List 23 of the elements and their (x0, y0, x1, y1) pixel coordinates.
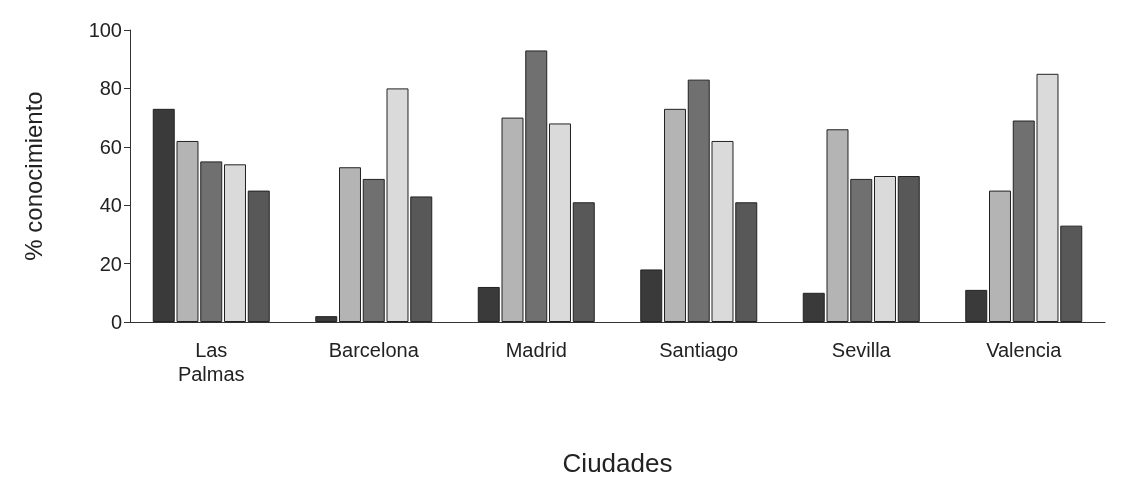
y-tick-label: 0 (110, 311, 122, 333)
x-tick-label: Las Palmas (177, 339, 245, 385)
x-axis-title: Ciudades (562, 448, 673, 478)
y-axis-title: % conocimiento (19, 91, 47, 261)
bar (339, 167, 361, 322)
y-tick-label: 80 (99, 77, 122, 100)
x-tick-label: Santiago (659, 339, 739, 361)
bar (664, 108, 686, 322)
y-tick-label: 60 (99, 135, 122, 158)
y-tick-label: 100 (88, 19, 122, 41)
bar (989, 190, 1011, 322)
bar (224, 164, 246, 322)
bar (549, 123, 571, 322)
x-tick-label: Madrid (505, 339, 567, 361)
bar (874, 176, 896, 322)
bar (897, 176, 920, 322)
y-tick-label: 20 (99, 252, 122, 275)
x-tick-label: Valencia (986, 339, 1063, 361)
bar (247, 190, 270, 322)
bar (572, 202, 595, 322)
x-tick-label: Sevilla (831, 339, 892, 361)
x-tick-label: Barcelona (328, 339, 420, 361)
y-tick-label: 40 (99, 194, 122, 217)
